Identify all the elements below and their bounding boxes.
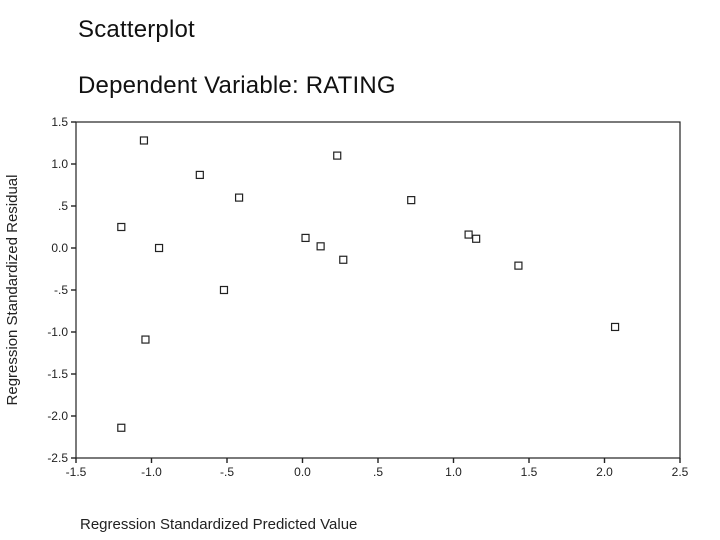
x-tick-label: 1.5	[521, 465, 538, 479]
x-tick-label: 2.0	[596, 465, 613, 479]
data-point	[219, 285, 229, 295]
data-point	[464, 230, 473, 239]
data-point	[333, 151, 342, 160]
y-tick-label: -2.0	[47, 409, 68, 423]
x-tick-label: -1.5	[66, 465, 87, 479]
y-tick-label: -1.5	[47, 367, 68, 381]
chart-subtitle: Dependent Variable: RATING	[78, 72, 396, 99]
y-axis: 1.5 1.0 .5 0.0 -.5 -1.0 -1.5 -2.0 -2.5	[47, 115, 76, 465]
x-tick-label: 1.0	[445, 465, 462, 479]
x-tick-label: 2.5	[672, 465, 689, 479]
x-tick-label: -.5	[220, 465, 234, 479]
data-point	[301, 233, 310, 243]
y-tick-label: 1.0	[51, 157, 68, 171]
y-tick-label: 0.0	[51, 241, 68, 255]
y-tick-label: 1.5	[51, 115, 68, 129]
chart-title: Scatterplot	[78, 16, 195, 43]
plot-area	[75, 121, 681, 459]
y-tick-label: -2.5	[47, 451, 68, 465]
data-point	[407, 196, 416, 205]
data-point	[514, 261, 523, 270]
data-point	[141, 335, 150, 344]
x-tick-label: .5	[373, 465, 383, 479]
data-point	[154, 243, 164, 253]
data-point	[610, 322, 620, 332]
data-point	[472, 234, 481, 243]
y-tick-label: -1.0	[47, 325, 68, 339]
data-point	[139, 136, 149, 145]
y-tick-label: -.5	[54, 283, 68, 297]
x-tick-label: -1.0	[141, 465, 162, 479]
x-axis-label: Regression Standardized Predicted Value	[80, 516, 357, 533]
data-point	[117, 423, 126, 432]
x-tick-label: 0.0	[294, 465, 311, 479]
data-points	[117, 136, 620, 432]
data-point	[195, 170, 204, 180]
x-axis: -1.5 -1.0 -.5 0.0 .5 1.0 1.5 2.0 2.5	[66, 458, 689, 479]
y-tick-label: .5	[58, 199, 68, 213]
data-point	[316, 242, 325, 251]
data-point	[117, 222, 126, 232]
y-axis-label: Regression Standardized Residual	[4, 175, 21, 406]
data-point	[234, 193, 244, 202]
data-point	[339, 255, 348, 264]
